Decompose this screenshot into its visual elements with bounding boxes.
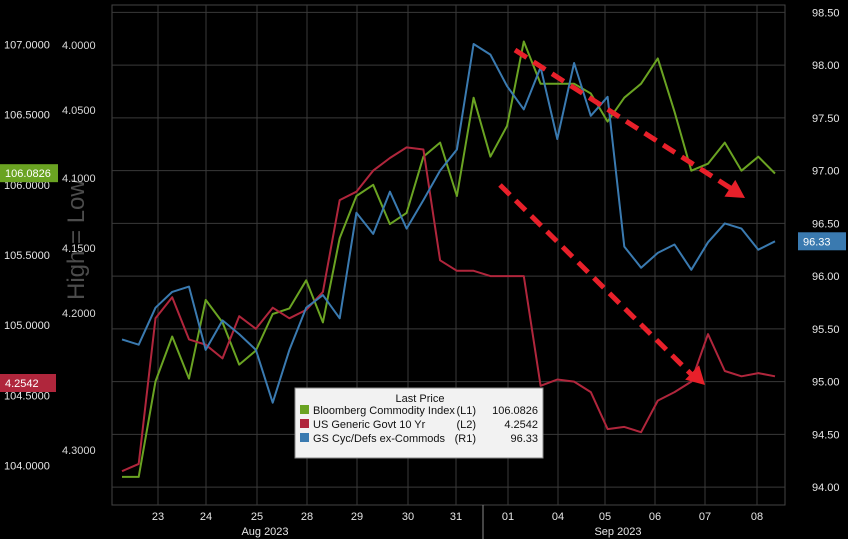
y-tick-label-l2: 4.3000: [62, 445, 96, 457]
x-tick-label: 28: [301, 511, 313, 523]
legend-entry-name: GS Cyc/Defs ex-Commods: [313, 433, 446, 445]
y-tick-label-l2: 4.1000: [62, 173, 96, 185]
y-tick-label-r1: 96.00: [812, 271, 840, 283]
y-tick-label-l2: 4.0500: [62, 105, 96, 117]
series-layer: [121, 40, 776, 478]
y-tick-label-r1: 94.50: [812, 429, 840, 441]
x-tick-label: 24: [200, 511, 212, 523]
last-value-tag-label: 96.33: [803, 236, 831, 248]
y-tick-label-r1: 97.00: [812, 166, 840, 178]
y-tick-label-r1: 98.00: [812, 60, 840, 72]
y-tick-label-l1: 105.5000: [4, 250, 50, 262]
x-month-label: Aug 2023: [241, 526, 288, 538]
y-tick-label-l1: 105.0000: [4, 320, 50, 332]
series-line-1: [122, 40, 776, 478]
legend-entry-last: 4.2542: [504, 419, 538, 431]
legend-swatch: [300, 419, 309, 428]
legend-swatch: [300, 433, 309, 442]
x-month-label: Sep 2023: [594, 526, 641, 538]
y-tick-label-l1: 106.0000: [4, 180, 50, 192]
annotation-layer: [498, 47, 745, 385]
y-tick-label-r1: 98.50: [812, 7, 840, 19]
last-value-tag-label: 106.0826: [5, 168, 51, 180]
x-tick-label: 30: [402, 511, 414, 523]
x-tick-label: 29: [351, 511, 363, 523]
legend-title: Last Price: [396, 393, 445, 405]
grid: [111, 4, 786, 506]
last-value-tag-label: 4.2542: [5, 378, 39, 390]
legend-entry-last: 96.33: [510, 433, 538, 445]
legend-swatch: [300, 405, 309, 414]
series-line-3: [121, 43, 776, 404]
legend-entry-name: US Generic Govt 10 Yr: [313, 419, 426, 431]
y-tick-label-l1: 106.5000: [4, 110, 50, 122]
legend-entry-axis: (L2): [456, 419, 476, 431]
watermark-text: High = Low: [63, 179, 90, 300]
last-value-tag-r1: [798, 232, 846, 251]
legend-entry-axis: (L1): [456, 405, 476, 417]
y-tick-label-l1: 104.0000: [4, 461, 50, 473]
last-value-tags: 106.0826 4.2542 96.33: [0, 164, 846, 392]
x-tick-label: 01: [502, 511, 514, 523]
last-value-tag-l1: [0, 164, 58, 183]
y-tick-label-l1: 104.5000: [4, 390, 50, 402]
y-tick-label-l2: 4.1500: [62, 243, 96, 255]
y-tick-label-l2: 4.2000: [62, 308, 96, 320]
x-tick-label: 06: [649, 511, 661, 523]
x-tick-label: 25: [251, 511, 263, 523]
y-tick-label-r1: 94.00: [812, 482, 840, 494]
y-tick-label-l1: 107.0000: [4, 39, 50, 51]
plot-frame: [111, 4, 786, 506]
x-tick-label: 23: [152, 511, 164, 523]
legend-entry-name: Bloomberg Commodity Index: [313, 405, 455, 417]
y-tick-label-r1: 96.50: [812, 218, 840, 230]
y-tick-label-r1: 97.50: [812, 113, 840, 125]
legend-box: [294, 387, 544, 459]
trend-arrow-head: [724, 179, 745, 198]
x-tick-label: 04: [552, 511, 564, 523]
axes-layer: 98.50 98.00 97.50 97.00 96.50 96.00 95.50 95.00…: [4, 7, 840, 539]
x-tick-label: 08: [751, 511, 763, 523]
y-tick-label-r1: 95.00: [812, 377, 840, 389]
legend-entry-last: 106.0826: [492, 405, 538, 417]
last-value-tag-l2: [0, 374, 56, 392]
legend-entry-axis: (R1): [455, 433, 476, 445]
trend-arrow-head: [685, 365, 705, 385]
trend-arrow-line: [498, 183, 697, 380]
y-tick-label-r1: 95.50: [812, 324, 840, 336]
legend: Last Price Bloomberg Commodity Index (L1)…: [294, 387, 544, 459]
x-tick-label: 07: [699, 511, 711, 523]
series-line-2: [121, 146, 776, 473]
x-tick-label: 05: [599, 511, 611, 523]
x-tick-label: 31: [450, 511, 462, 523]
y-tick-label-l2: 4.0000: [62, 40, 96, 52]
